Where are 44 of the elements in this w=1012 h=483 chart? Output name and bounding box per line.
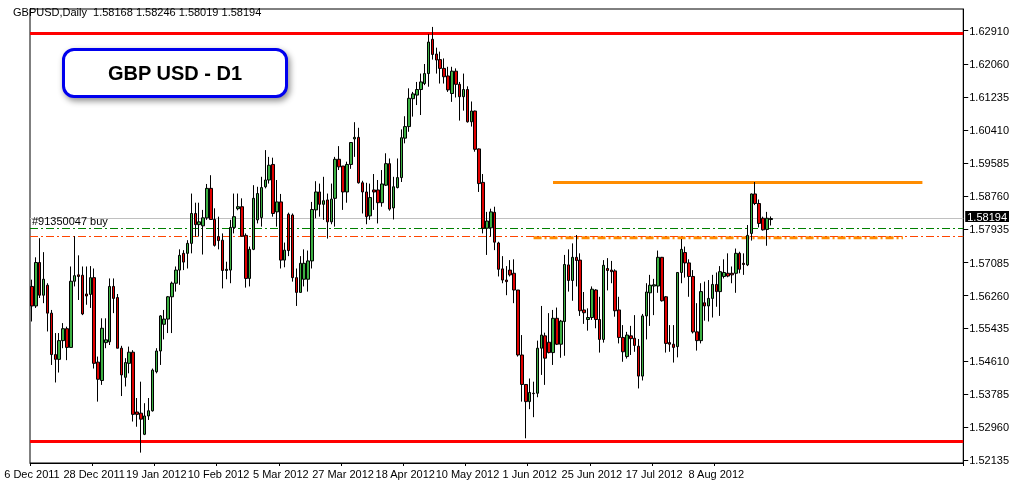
x-tick-label: 8 Aug 2012 — [688, 467, 745, 480]
x-tick-label: 27 Mar 2012 — [312, 467, 374, 480]
x-tick-label: 19 Jan 2012 — [126, 467, 187, 480]
candlestick — [131, 349, 135, 423]
candlestick — [450, 66, 454, 103]
candlestick — [765, 211, 769, 247]
x-tick-label: 1 Jun 2012 — [502, 467, 557, 480]
y-tick-label: 1.61235 — [969, 91, 1009, 104]
y-tick-label: 1.57085 — [969, 256, 1009, 269]
y-tick-label: 1.52135 — [969, 454, 1009, 467]
ref-line-label: #91350047 buy — [32, 214, 109, 227]
candlestick — [551, 309, 555, 366]
x-tick-label: 17 Jul 2012 — [625, 467, 683, 480]
y-tick-label: 1.62060 — [969, 58, 1009, 71]
candlestick — [365, 182, 368, 225]
candlestick — [108, 277, 111, 346]
rounded-box: GBP USD - D1 — [62, 48, 288, 98]
x-tick-label: 6 Dec 2011 — [4, 467, 60, 480]
y-tick-label: 1.53785 — [969, 388, 1009, 401]
x-tick-label: 10 May 2012 — [435, 467, 500, 480]
candlestick — [260, 176, 263, 228]
y-tick-label: 1.54610 — [969, 355, 1009, 368]
y-tick-label: 1.56260 — [969, 289, 1009, 302]
candlestick — [438, 51, 442, 85]
y-tick-label: 1.58760 — [969, 189, 1009, 202]
x-tick-label: 28 Dec 2011 — [63, 467, 125, 480]
candlestick — [264, 149, 267, 189]
x-tick-label: 25 Jun 2012 — [561, 467, 623, 480]
candlestick — [633, 314, 636, 353]
candlestick — [734, 248, 738, 294]
candlestick — [139, 381, 143, 454]
y-tick-label: 1.52960 — [969, 421, 1009, 434]
y-tick-label: 1.55435 — [969, 322, 1009, 335]
x-tick-label: 18 Apr 2012 — [375, 467, 435, 480]
ref-line-label: 1.58194 — [967, 210, 1007, 223]
y-tick-label: 1.60410 — [969, 124, 1009, 137]
candlestick — [711, 274, 714, 319]
y-tick-label: 1.57935 — [969, 222, 1009, 235]
y-tick-label: 1.59585 — [969, 157, 1009, 170]
chart-title: GBPUSD,Daily 1.58168 1.58246 1.58019 1.58194 — [13, 5, 262, 18]
candlestick — [707, 279, 710, 322]
x-tick-label: 10 Feb 2012 — [187, 467, 250, 480]
x-tick-label: 5 Mar 2012 — [252, 467, 309, 480]
y-tick-label: 1.62910 — [969, 24, 1009, 37]
